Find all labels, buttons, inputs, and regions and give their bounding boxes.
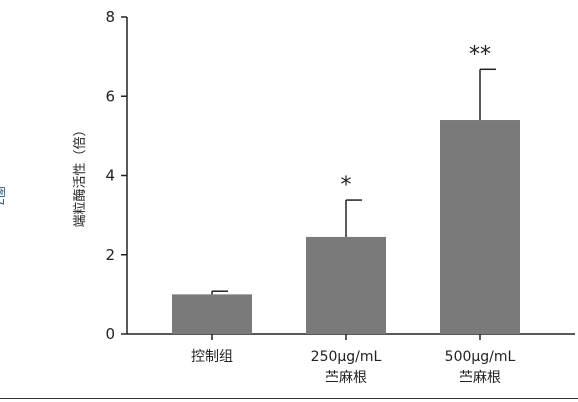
bar [172, 294, 252, 334]
category-label: 控制组 [191, 349, 233, 365]
category-label: 500μg/mL [445, 349, 516, 365]
y-axis-label: 端粒酶活性（倍） [72, 123, 88, 227]
y-tick-label: 0 [105, 325, 115, 343]
bottom-rule [0, 398, 578, 399]
category-label: 苎麻根 [459, 370, 501, 386]
y-tick-label: 6 [105, 87, 115, 105]
y-tick-label: 2 [105, 246, 115, 264]
bar [440, 120, 520, 335]
category-label: 苎麻根 [325, 370, 367, 386]
y-tick-label: 8 [105, 8, 115, 26]
y-tick-label: 4 [105, 167, 115, 185]
category-label: 250μg/mL [311, 349, 382, 365]
significance-mark: ** [469, 42, 491, 67]
significance-mark: * [341, 173, 352, 198]
bar [306, 236, 386, 334]
